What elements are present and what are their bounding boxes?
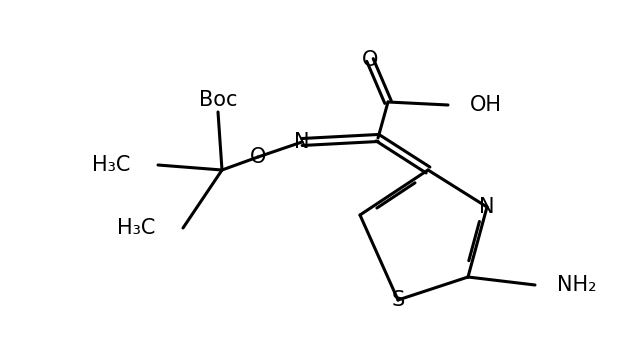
Text: S: S [392,290,404,310]
Text: N: N [479,197,495,217]
Text: O: O [250,147,266,167]
Text: N: N [294,132,310,152]
Text: H₃C: H₃C [116,218,155,238]
Text: H₃C: H₃C [92,155,130,175]
Text: OH: OH [470,95,502,115]
Text: NH₂: NH₂ [557,275,596,295]
Text: Boc: Boc [199,90,237,110]
Text: O: O [362,50,378,70]
